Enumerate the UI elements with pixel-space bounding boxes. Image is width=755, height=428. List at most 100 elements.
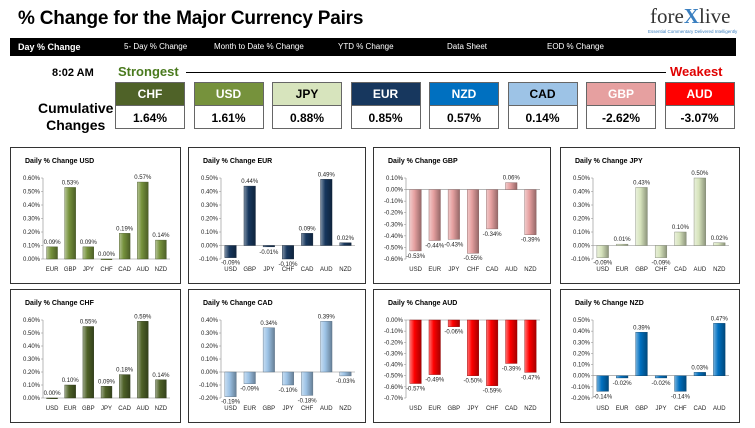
logo-tagline: Essential Commentary Delivered Intellige… xyxy=(648,29,738,34)
bar-jpy xyxy=(447,189,460,240)
bar-nzd xyxy=(339,242,352,246)
y-tick-label: 0.40% xyxy=(23,344,41,350)
x-tick-label: USD xyxy=(224,267,237,273)
x-tick-label: CAD xyxy=(118,406,131,412)
data-label: -0.06% xyxy=(444,330,464,336)
bar-eur xyxy=(616,243,629,246)
data-label: 0.18% xyxy=(116,368,134,374)
data-label: -0.39% xyxy=(521,238,541,244)
tab-eod-change[interactable]: EOD % Change xyxy=(547,42,604,51)
tab-ytd-change[interactable]: YTD % Change xyxy=(338,42,394,51)
y-tick-label: 0.20% xyxy=(201,344,219,350)
data-label: -0.18% xyxy=(298,398,318,404)
data-label: -0.50% xyxy=(463,379,483,385)
x-tick-label: AUD xyxy=(713,406,726,412)
y-tick-label: 0.00% xyxy=(573,374,591,380)
data-label: -0.10% xyxy=(278,262,298,268)
data-label: -0.09% xyxy=(593,261,613,267)
logo-text-pre: fore xyxy=(650,4,684,28)
bar-gbp xyxy=(82,326,94,399)
y-tick-label: 0.50% xyxy=(23,190,41,196)
y-tick-label: 0.00% xyxy=(573,244,591,250)
data-label: -0.01% xyxy=(259,250,279,256)
bar-chf xyxy=(674,375,687,392)
chart-panel-gbp: Daily % Change GBP -0.60% -0.50% -0.40% -0.3… xyxy=(373,147,551,284)
bar-cad xyxy=(118,374,131,399)
rank-currency: AUD xyxy=(665,83,734,106)
bar-gbp xyxy=(243,185,256,246)
chart-title: Daily % Change JPY xyxy=(575,158,643,165)
data-label: 0.02% xyxy=(337,236,355,242)
x-tick-label: CHF xyxy=(301,406,314,412)
chart-panel-nzd: Daily % Change NZD -0.20% -0.10% 0.00% 0.10%… xyxy=(560,289,740,423)
y-tick-label: -0.10% xyxy=(571,257,591,263)
data-label: 0.53% xyxy=(62,180,80,186)
x-tick-label: CAD xyxy=(694,406,707,412)
data-label: 0.39% xyxy=(633,325,651,331)
x-tick-label: USD xyxy=(224,406,237,412)
x-tick-label: CAD xyxy=(118,267,131,273)
rank-cell-chf: CHF 1.64% xyxy=(115,82,185,129)
x-tick-label: CHF xyxy=(486,406,499,412)
bar-jpy xyxy=(467,319,479,376)
x-tick-label: CHF xyxy=(674,406,687,412)
data-label: -0.43% xyxy=(444,242,464,248)
rank-value: 0.85% xyxy=(368,111,403,125)
y-tick-label: 0.30% xyxy=(23,357,41,363)
data-label: -0.09% xyxy=(240,387,260,393)
data-label: -0.14% xyxy=(671,394,691,400)
x-tick-label: GBP xyxy=(635,406,648,412)
forexlive-logo: foreXlive Essential Commentary Delivered… xyxy=(628,4,737,38)
y-tick-label: -0.20% xyxy=(571,396,591,402)
y-tick-label: -0.40% xyxy=(384,234,404,240)
bar-nzd xyxy=(155,379,167,399)
x-tick-label: CHF xyxy=(467,267,480,273)
data-label: 0.00% xyxy=(44,391,62,397)
bar-cad xyxy=(505,319,518,364)
x-tick-label: GBP xyxy=(635,267,648,273)
bar-jpy xyxy=(82,246,94,260)
data-label: 0.43% xyxy=(633,180,651,186)
bar-eur xyxy=(428,319,441,375)
page-title: % Change for the Major Currency Pairs xyxy=(18,8,364,29)
tab-data-sheet[interactable]: Data Sheet xyxy=(447,42,488,51)
bar-nzd xyxy=(339,371,352,377)
x-tick-label: AUD xyxy=(505,267,518,273)
y-tick-label: 0.10% xyxy=(23,383,41,389)
data-label: -0.59% xyxy=(483,389,503,395)
x-tick-label: USD xyxy=(409,406,422,412)
chart-chf: Daily % Change CHF0.00%0.10%0.20%0.30%0.… xyxy=(23,300,170,412)
data-label: -0.10% xyxy=(278,388,298,394)
x-tick-label: USD xyxy=(409,267,422,273)
y-tick-label: 0.00% xyxy=(201,244,219,250)
tab-5-day-change[interactable]: 5- Day % Change xyxy=(124,42,188,51)
x-tick-label: AUD xyxy=(136,267,149,273)
data-label: -0.47% xyxy=(521,375,541,381)
chart-panel-cad: Daily % Change CAD -0.20% -0.10% 0.00% 0.10%… xyxy=(188,289,366,423)
y-tick-label: 0.30% xyxy=(201,331,219,337)
data-label: 0.47% xyxy=(711,316,729,322)
bar-aud xyxy=(713,323,726,376)
y-tick-label: -0.60% xyxy=(384,385,404,391)
rank-value: 1.64% xyxy=(132,111,168,125)
y-tick-label: -0.50% xyxy=(384,245,404,251)
rank-currency: CHF xyxy=(116,83,184,106)
rank-currency: NZD xyxy=(430,83,498,106)
x-tick-label: NZD xyxy=(524,406,537,412)
y-tick-label: 0.20% xyxy=(201,217,219,223)
bar-eur xyxy=(616,375,629,379)
x-tick-label: NZD xyxy=(339,267,352,273)
rank-currency: USD xyxy=(194,83,263,106)
data-label: -0.02% xyxy=(613,381,633,387)
y-tick-label: 0.10% xyxy=(573,230,591,236)
tab-day-change[interactable]: Day % Change xyxy=(18,42,81,52)
y-tick-label: 0.30% xyxy=(573,203,591,209)
bar-cad xyxy=(693,372,706,376)
y-tick-label: -0.20% xyxy=(384,211,404,217)
rank-cell-jpy: JPY 0.88% xyxy=(272,82,342,129)
y-tick-label: -0.10% xyxy=(384,199,404,205)
tab-month-to-date-change[interactable]: Month to Date % Change xyxy=(214,42,304,51)
y-tick-label: 0.50% xyxy=(23,331,41,337)
x-tick-label: JPY xyxy=(282,406,293,412)
y-tick-label: -0.30% xyxy=(384,222,404,228)
